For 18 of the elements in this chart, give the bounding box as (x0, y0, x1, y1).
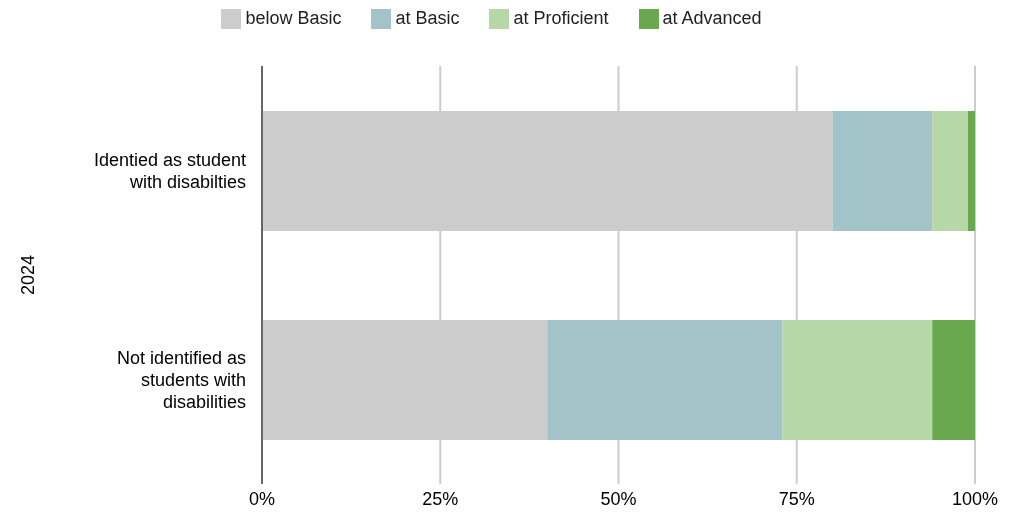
bar (932, 111, 968, 231)
legend-label: below Basic (245, 8, 342, 28)
bar (832, 111, 933, 231)
x-tick-label: 25% (422, 488, 459, 509)
x-tick-label: 50% (600, 488, 637, 509)
y-tick-label: Identied as student with disabilties (93, 149, 246, 192)
legend-label: at Basic (395, 8, 460, 28)
bar (782, 320, 933, 440)
bar (932, 320, 975, 440)
x-tick-label: 100% (951, 488, 999, 509)
y-tick-label: Not identified as students with disabilities (116, 347, 246, 412)
y-axis-title: 2024 (18, 254, 39, 296)
legend-label: at Proficient (513, 8, 609, 28)
x-tick-label: 75% (778, 488, 815, 509)
legend-label: at Advanced (662, 8, 762, 28)
bar (967, 111, 975, 231)
x-tick-label: 0% (248, 488, 276, 509)
bar (547, 320, 783, 440)
